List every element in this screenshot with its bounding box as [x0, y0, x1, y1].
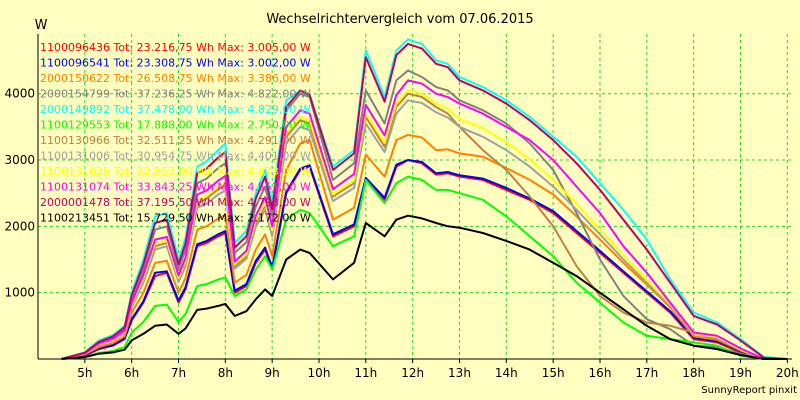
x-tick-label: 12h — [401, 366, 424, 380]
y-axis-unit: W — [35, 18, 48, 33]
x-tick-label: 6h — [124, 366, 139, 380]
x-tick-label: 16h — [589, 366, 612, 380]
legend-entry-12: 1100213451 Tot: 15.729,50 Wh Max: 2.172,… — [40, 212, 311, 225]
series-line-2 — [61, 159, 788, 360]
legend-entry-5: 2000149892 Tot: 37.478,00 Wh Max: 4.829,… — [40, 103, 311, 116]
legend-entry-9: 1100131025 Tot: 32.853,00 Wh Max: 4.473,… — [40, 165, 311, 178]
y-tick-label: 3000 — [4, 153, 35, 167]
series-line-4 — [61, 69, 788, 360]
series-layer — [61, 38, 788, 360]
x-tick-label: 19h — [729, 366, 752, 380]
legend-entry-3: 2000150622 Tot: 26.508,75 Wh Max: 3.386,… — [40, 72, 311, 85]
x-tick-label: 8h — [218, 366, 233, 380]
series-line-11 — [61, 42, 788, 360]
legend-entry-7: 1100130966 Tot: 32.511,25 Wh Max: 4.291,… — [40, 134, 311, 147]
y-tick-label: 4000 — [4, 87, 35, 101]
series-line-1 — [61, 159, 788, 360]
x-tick-label: 5h — [77, 366, 92, 380]
x-tick-label: 11h — [354, 366, 377, 380]
legend-entry-11: 2000001478 Tot: 37.195,50 Wh Max: 4.793,… — [40, 196, 311, 209]
footer-credit: SunnyReport pinxit — [701, 385, 797, 396]
axis-layer: 5h 6h 7h 8h 9h 10h 11h 12h 13h 14h 15h 16h 17h 18h 19h… — [4, 34, 799, 380]
legend-entry-10: 1100131074 Tot: 33.843,25 Wh Max: 4.551,… — [40, 181, 311, 194]
legend-entry-8: 1100131006 Tot: 30.954,75 Wh Max: 4.401,… — [40, 150, 311, 163]
x-tick-label: 17h — [635, 366, 658, 380]
series-line-3 — [61, 133, 788, 360]
x-tick-label: 20h — [776, 366, 799, 380]
x-tick-label: 7h — [171, 366, 186, 380]
x-tick-label: 18h — [682, 366, 705, 380]
y-tick-label: 1000 — [4, 286, 35, 300]
x-tick-label: 15h — [542, 366, 565, 380]
series-line-8 — [61, 99, 788, 360]
series-line-12 — [61, 214, 788, 360]
legend-entry-4: 2000154799 Tot: 37.236,25 Wh Max: 4.822,… — [40, 88, 311, 101]
legend-entry-6: 1100129553 Tot: 17.888,00 Wh Max: 2.750,… — [40, 119, 311, 132]
series-line-9 — [61, 89, 788, 360]
chart-title: Wechselrichtervergleich vom 07.06.2015 — [266, 12, 533, 27]
series-line-7 — [61, 92, 788, 360]
x-tick-label: 9h — [265, 366, 280, 380]
legend-entry-2: 1100096541 Tot: 23.308,75 Wh Max: 3.002,… — [40, 57, 311, 70]
series-line-6 — [61, 175, 788, 360]
legend: 1100096436 Tot: 23.216,75 Wh Max: 3.005,… — [40, 41, 311, 225]
x-tick-label: 13h — [448, 366, 471, 380]
legend-entry-1: 1100096436 Tot: 23.216,75 Wh Max: 3.005,… — [40, 41, 311, 54]
series-line-10 — [61, 79, 788, 360]
x-tick-label: 14h — [495, 366, 518, 380]
x-tick-label: 10h — [308, 366, 331, 380]
y-tick-label: 2000 — [4, 219, 35, 233]
